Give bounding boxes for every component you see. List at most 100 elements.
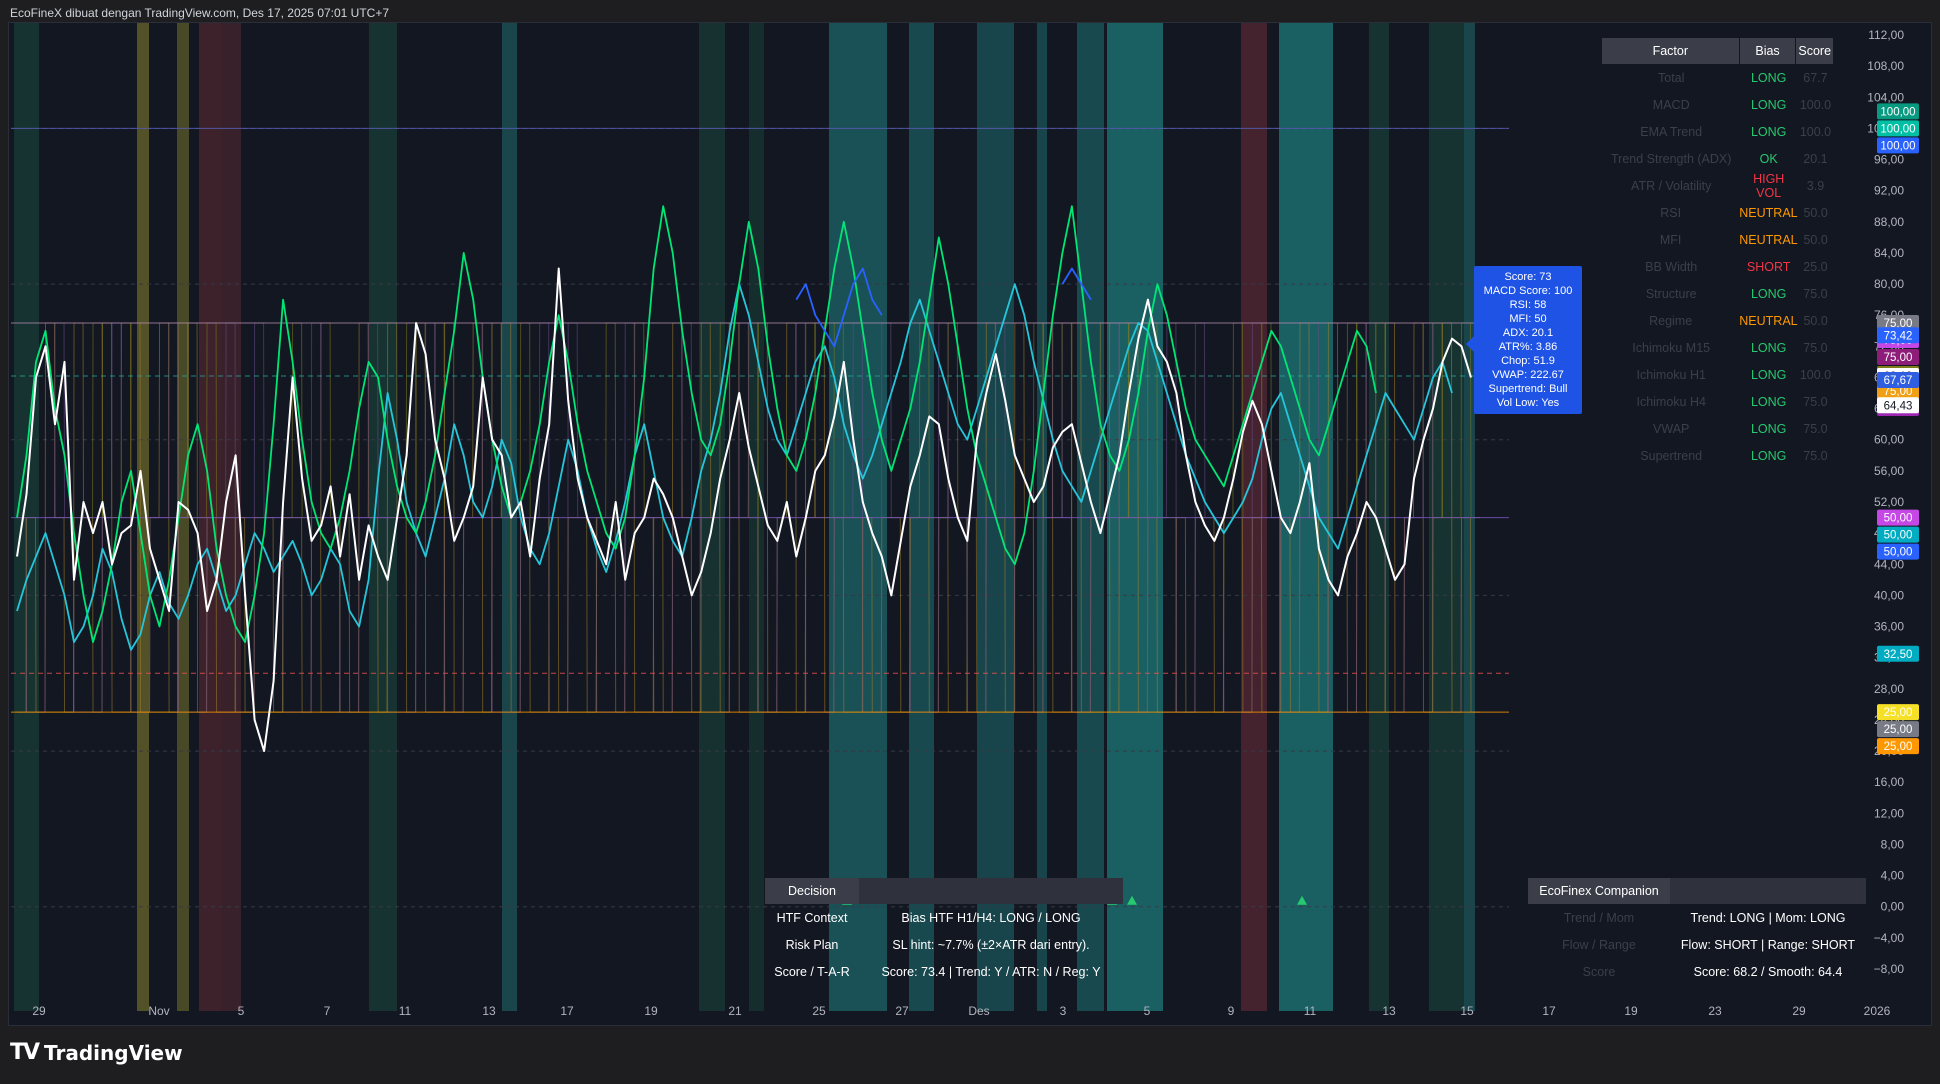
series-line — [16, 283, 1453, 651]
factor-name: Total — [1658, 70, 1685, 85]
price-label: 100,00 — [1880, 140, 1915, 152]
factor-score: 3.9 — [1806, 178, 1825, 193]
x-tick-label: Des — [968, 1004, 989, 1018]
price-label-box — [1877, 645, 1919, 662]
price-label-box — [1877, 327, 1919, 344]
factor-bias: HIGH VOL — [1753, 171, 1785, 200]
x-tick-label: 23 — [1708, 1004, 1722, 1018]
companion-row: Trend / Mom Trend: LONG | Mom: LONG — [1528, 904, 1866, 931]
reference-lines — [11, 127, 1509, 713]
factor-bias: LONG — [1750, 367, 1787, 382]
price-label: 75,00 — [1884, 352, 1913, 364]
factor-row: Ichimoku H1 LONG 100.0 — [1602, 361, 1834, 388]
tooltip-line: RSI: 58 — [1509, 299, 1547, 311]
factor-score: 100.0 — [1799, 367, 1832, 382]
x-tick-label: 29 — [32, 1004, 46, 1018]
background-bands — [14, 23, 1475, 1011]
price-label: 67,67 — [1884, 375, 1913, 387]
price-label: 100,00 — [1880, 106, 1915, 118]
companion-panel: EcoFinex Companion Trend / Mom Trend: LO… — [1528, 878, 1866, 985]
y-tick-label: 88,00 — [1874, 215, 1904, 229]
indicator-chart[interactable]: 112,00108,00104,00100,0096,0092,0088,008… — [9, 23, 1931, 1025]
price-label: 75,00 — [1884, 318, 1913, 330]
x-axis: 29 Nov 5 7 11 13 17 19 21 25 27 Des 3 5 9 11 13 15 17 19 23 2… — [32, 1004, 1890, 1018]
x-tick-label: 5 — [238, 1004, 245, 1018]
y-tick-label: −4,00 — [1874, 931, 1905, 945]
background-band — [1107, 23, 1163, 1011]
price-label-box — [1877, 348, 1919, 365]
y-tick-label: 40,00 — [1874, 588, 1904, 602]
chart-frame[interactable]: 112,00108,00104,00100,0096,0092,0088,008… — [8, 22, 1932, 1026]
tooltip-line: VWAP: 222.67 — [1492, 369, 1564, 381]
series-line — [16, 267, 1472, 753]
series-line — [795, 267, 1092, 348]
price-label: 50,00 — [1884, 513, 1913, 525]
background-band — [1429, 23, 1464, 1011]
x-tick-label: 21 — [728, 1004, 742, 1018]
tradingview-logo-icon[interactable]: TV — [10, 1040, 40, 1065]
background-band — [502, 23, 517, 1011]
series-line — [16, 205, 1377, 643]
factor-score: 75.0 — [1803, 421, 1828, 436]
factor-row: Ichimoku M15 LONG 75.0 — [1602, 334, 1834, 361]
y-axis: 112,00108,00104,00100,0096,0092,0088,008… — [1511, 23, 1931, 1025]
price-label: 100,00 — [1880, 123, 1915, 135]
x-tick-label: 5 — [1144, 1004, 1151, 1018]
tradingview-brand[interactable]: TradingView — [44, 1040, 183, 1065]
tooltip-line: ATR%: 3.86 — [1498, 341, 1558, 353]
background-band — [829, 23, 887, 1011]
price-label-box — [1877, 721, 1919, 738]
x-tick-label: 19 — [644, 1004, 658, 1018]
factor-name: RSI — [1660, 205, 1682, 220]
companion-title: EcoFinex Companion — [1528, 878, 1670, 904]
factor-row: EMA Trend LONG 100.0 — [1602, 118, 1834, 145]
decision-row: HTF Context Bias HTF H1/H4: LONG / LONG — [765, 904, 1123, 931]
factor-row: VWAP LONG 75.0 — [1602, 415, 1834, 442]
background-band — [1279, 23, 1333, 1011]
factor-bias: NEUTRAL — [1739, 205, 1798, 220]
price-label: 64,43 — [1884, 400, 1913, 412]
background-band — [221, 23, 241, 1011]
tooltip-line: MFI: 50 — [1509, 313, 1547, 325]
factor-bias: NEUTRAL — [1739, 232, 1798, 247]
factor-row: RSI NEUTRAL 50.0 — [1602, 199, 1834, 226]
factor-row: Total LONG 67.7 — [1602, 64, 1834, 91]
tooltip-line: MACD Score: 100 — [1483, 285, 1573, 297]
decision-key: HTF Context — [776, 910, 848, 925]
y-tick-label: 96,00 — [1874, 153, 1904, 167]
companion-key: Flow / Range — [1562, 937, 1636, 952]
x-tick-label: 3 — [1060, 1004, 1067, 1018]
x-tick-label: 13 — [482, 1004, 496, 1018]
background-band — [1037, 23, 1047, 1011]
x-tick-label: 17 — [560, 1004, 574, 1018]
factor-row: Supertrend LONG 75.0 — [1602, 442, 1834, 469]
x-tick-label: 13 — [1382, 1004, 1396, 1018]
decision-value: Bias HTF H1/H4: LONG / LONG — [901, 910, 1081, 925]
signal-triangle — [1297, 895, 1307, 905]
factor-row: ATR / Volatility HIGH VOL 3.9 — [1602, 171, 1834, 200]
y-tick-label: 4,00 — [1881, 869, 1905, 883]
factor-score: 75.0 — [1803, 394, 1828, 409]
background-band — [909, 23, 934, 1011]
price-labels: 100,00100,00100,0075,0075,0075,0075,0075… — [1877, 103, 1919, 755]
price-label: 25,00 — [1884, 741, 1913, 753]
factor-bias: LONG — [1750, 340, 1787, 355]
y-axis-background — [1511, 23, 1931, 1025]
factor-bias: LONG — [1750, 124, 1787, 139]
background-band — [369, 23, 397, 1011]
decision-title: Decision — [765, 878, 859, 904]
price-label: 75,00 — [1884, 386, 1913, 398]
header-score: Score — [1796, 38, 1834, 64]
price-label-box — [1877, 372, 1919, 389]
y-tick-label: 52,00 — [1874, 495, 1904, 509]
price-label-box — [1877, 543, 1919, 560]
header-bias: Bias — [1740, 38, 1797, 64]
price-label-box — [1877, 526, 1919, 543]
companion-key: Trend / Mom — [1563, 910, 1635, 925]
factor-name: Structure — [1645, 286, 1697, 301]
factor-bias: LONG — [1750, 286, 1787, 301]
factor-bias: SHORT — [1746, 259, 1791, 274]
decision-panel: Decision HTF Context Bias HTF H1/H4: LON… — [765, 878, 1123, 985]
factor-name: BB Width — [1645, 259, 1698, 274]
price-label: 25,00 — [1884, 707, 1913, 719]
